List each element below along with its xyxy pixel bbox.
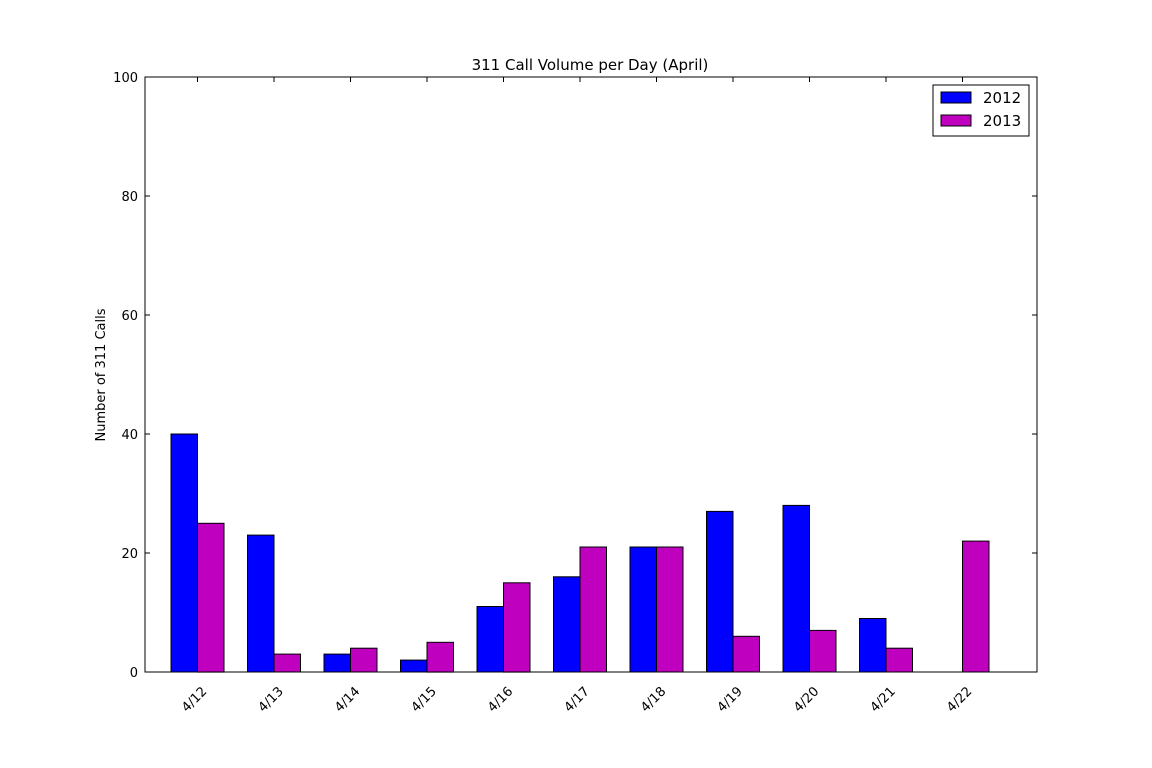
bar-2012-4/16 — [476, 606, 504, 673]
bar-2012-4/17 — [553, 576, 581, 673]
bar-2013-4/15 — [426, 641, 454, 673]
bar-2012-4/19 — [706, 510, 734, 673]
bar-2013-4/12 — [197, 522, 225, 673]
bar-2013-4/22 — [962, 540, 990, 673]
y-tick-label: 0 — [130, 666, 138, 681]
bar-2013-4/14 — [350, 647, 378, 673]
y-axis-title: Number of 311 Calls — [94, 308, 109, 441]
bars-layer — [170, 433, 990, 673]
bar-2013-4/21 — [885, 647, 913, 673]
bar-2012-4/14 — [323, 653, 351, 673]
chart-title: 311 Call Volume per Day (April) — [472, 56, 709, 74]
legend-swatch-2013 — [940, 114, 972, 127]
bar-2012-4/13 — [247, 534, 275, 673]
bar-2013-4/19 — [732, 635, 760, 673]
bar-2013-4/16 — [503, 582, 531, 673]
y-tick-label: 80 — [121, 190, 138, 205]
bar-2012-4/15 — [400, 659, 428, 673]
y-tick-label: 20 — [121, 547, 138, 562]
bar-2012-4/12 — [170, 433, 198, 673]
legend-label-2013: 2013 — [983, 112, 1021, 130]
y-tick-label: 100 — [113, 71, 138, 86]
legend-swatch-2012 — [940, 91, 972, 104]
bar-2013-4/18 — [656, 546, 684, 673]
bar-2012-4/20 — [782, 504, 810, 673]
legend-label-2012: 2012 — [983, 89, 1021, 107]
plot-frame — [144, 76, 1038, 673]
bar-2013-4/13 — [273, 653, 301, 673]
bar-2012-4/21 — [859, 618, 887, 673]
y-tick-label: 60 — [121, 309, 138, 324]
bar-2013-4/17 — [579, 546, 607, 673]
bar-2012-4/18 — [629, 546, 657, 673]
legend: 2012 2013 — [932, 84, 1030, 137]
bar-2013-4/20 — [809, 629, 837, 673]
y-tick-label: 40 — [121, 428, 138, 443]
